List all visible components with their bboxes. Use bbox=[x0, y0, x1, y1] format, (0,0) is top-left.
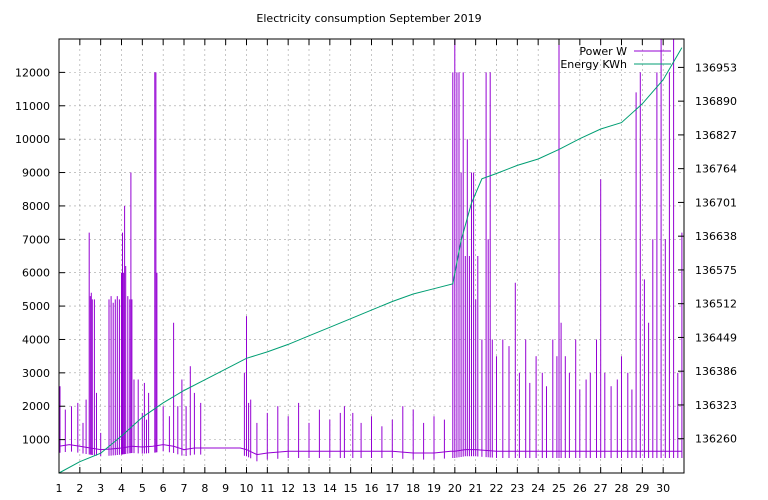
y2-tick-label: 136764 bbox=[695, 163, 737, 176]
y2-tick-label: 136323 bbox=[695, 399, 737, 412]
power-series-line bbox=[58, 444, 682, 456]
energy-series-line bbox=[58, 47, 683, 474]
y2-tick-label: 136260 bbox=[695, 433, 737, 446]
legend-label-energy: Energy KWh bbox=[560, 58, 627, 71]
y2-tick-label: 136827 bbox=[695, 129, 737, 142]
y2-tick-label: 136638 bbox=[695, 230, 737, 243]
y2-tick-label: 136386 bbox=[695, 365, 737, 378]
x-tick-label: 12 bbox=[281, 482, 295, 495]
x-tick-label: 23 bbox=[510, 482, 524, 495]
x-tick-label: 7 bbox=[181, 482, 188, 495]
x-tick-label: 11 bbox=[260, 482, 274, 495]
y2-tick-label: 136953 bbox=[695, 61, 737, 74]
x-tick-label: 25 bbox=[552, 482, 566, 495]
y-tick-label: 7000 bbox=[22, 233, 50, 246]
x-tick-label: 27 bbox=[594, 482, 608, 495]
y2-tick-label: 136890 bbox=[695, 95, 737, 108]
chart-title: Electricity consumption September 2019 bbox=[256, 12, 481, 25]
legend: Power W Energy KWh bbox=[560, 45, 671, 71]
y-tick-label: 1000 bbox=[22, 434, 50, 447]
energy-series-group bbox=[58, 47, 683, 474]
y-tick-label: 3000 bbox=[22, 367, 50, 380]
y-tick-label: 9000 bbox=[22, 167, 50, 180]
x-tick-label: 4 bbox=[118, 482, 125, 495]
y-tick-label: 6000 bbox=[22, 267, 50, 280]
x-tick-label: 16 bbox=[365, 482, 379, 495]
x-tick-label: 5 bbox=[139, 482, 146, 495]
x-tick-label: 17 bbox=[385, 482, 399, 495]
x-tick-label: 30 bbox=[656, 482, 670, 495]
x-tick-label: 13 bbox=[302, 482, 316, 495]
y2-tick-label: 136449 bbox=[695, 331, 737, 344]
x-tick-label: 3 bbox=[97, 482, 104, 495]
x-tick-label: 8 bbox=[201, 482, 208, 495]
legend-label-power: Power W bbox=[579, 45, 627, 58]
power-series-group bbox=[58, 39, 683, 462]
y2-axis-tick-labels: 136260 136323 136386 136449 136512 136575 1366… bbox=[695, 61, 737, 445]
x-tick-label: 1 bbox=[56, 482, 63, 495]
x-tick-label: 26 bbox=[573, 482, 587, 495]
y-tick-label: 11000 bbox=[15, 100, 50, 113]
x-tick-label: 29 bbox=[635, 482, 649, 495]
x-tick-label: 21 bbox=[469, 482, 483, 495]
y2-tick-label: 136701 bbox=[695, 196, 737, 209]
y-axis-tick-labels: 1000 2000 3000 4000 5000 6000 7000 8000 9000 1000… bbox=[15, 66, 50, 446]
y-tick-label: 10000 bbox=[15, 133, 50, 146]
x-tick-label: 15 bbox=[344, 482, 358, 495]
y2-tick-label: 136512 bbox=[695, 298, 737, 311]
y2-tick-label: 136575 bbox=[695, 264, 737, 277]
x-tick-label: 28 bbox=[615, 482, 629, 495]
x-tick-label: 24 bbox=[531, 482, 545, 495]
y-tick-label: 4000 bbox=[22, 333, 50, 346]
y-tick-label: 8000 bbox=[22, 200, 50, 213]
x-tick-label: 9 bbox=[222, 482, 229, 495]
x-tick-label: 14 bbox=[323, 482, 337, 495]
x-tick-label: 19 bbox=[427, 482, 441, 495]
x-tick-label: 22 bbox=[490, 482, 504, 495]
y-tick-label: 2000 bbox=[22, 400, 50, 413]
x-tick-label: 2 bbox=[76, 482, 83, 495]
x-tick-label: 10 bbox=[240, 482, 254, 495]
y-tick-label: 5000 bbox=[22, 300, 50, 313]
x-tick-label: 6 bbox=[160, 482, 167, 495]
axis-ticks bbox=[58, 39, 684, 473]
x-axis-tick-labels: 1 2 3 4 5 6 7 8 9 10 11 12 13 14 15 16 17 18 19 20 21 22 23 24 2… bbox=[56, 482, 671, 495]
x-tick-label: 18 bbox=[406, 482, 420, 495]
y-tick-label: 12000 bbox=[15, 66, 50, 79]
x-tick-label: 20 bbox=[448, 482, 462, 495]
